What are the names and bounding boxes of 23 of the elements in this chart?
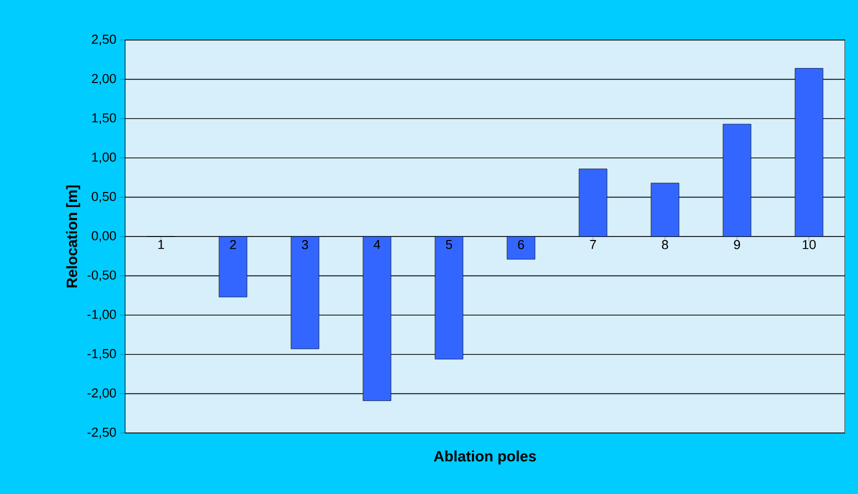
y-tick-label: -1,00 (88, 310, 116, 320)
y-tick-label: -0,50 (88, 270, 116, 282)
x-tick-label: 7 (590, 240, 596, 249)
x-tick-label: 8 (662, 240, 668, 250)
y-tick-label: 1,00 (92, 152, 116, 164)
x-tick-label: 9 (734, 240, 740, 250)
y-tick-label: -2,50 (88, 428, 116, 438)
x-tick-label: 1 (158, 240, 164, 249)
x-tick-label: 6 (518, 240, 524, 250)
y-axis-title: Relocation [m] (66, 185, 80, 288)
x-tick-label: 5 (446, 240, 452, 250)
x-axis-title: Ablation poles (434, 450, 536, 464)
y-tick-label: 2,00 (92, 74, 116, 85)
x-tick-label: 3 (302, 240, 308, 250)
y-tick-label: 1,50 (92, 113, 116, 124)
x-tick-label: 2 (230, 240, 236, 250)
y-tick-label: -2,00 (88, 388, 116, 400)
x-tick-label: 4 (374, 240, 380, 249)
x-tick-label: 10 (802, 240, 816, 250)
y-tick-label: 0,00 (92, 231, 116, 242)
y-tick-label: -1,50 (88, 349, 116, 360)
y-tick-label: 2,50 (92, 34, 116, 46)
y-tick-label: 0,50 (92, 192, 116, 203)
